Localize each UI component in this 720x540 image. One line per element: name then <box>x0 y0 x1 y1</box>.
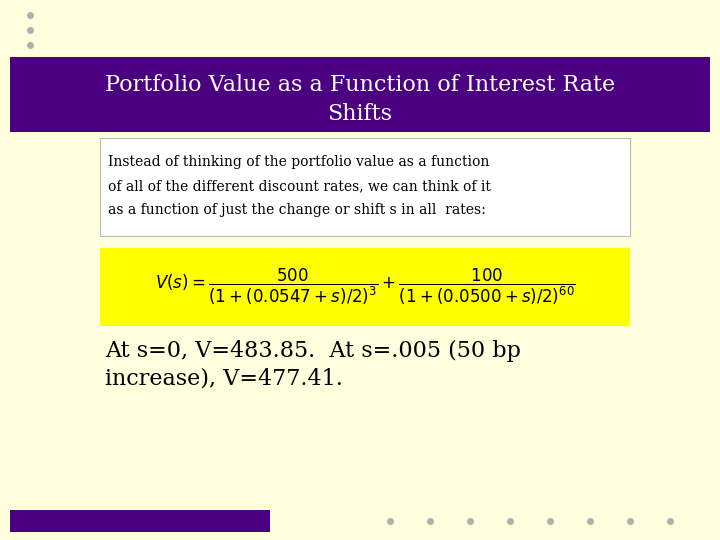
Text: of all of the different discount rates, we can think of it: of all of the different discount rates, … <box>108 179 491 193</box>
Text: Shifts: Shifts <box>328 103 392 125</box>
Text: as a function of just the change or shift s in all  rates:: as a function of just the change or shif… <box>108 203 486 217</box>
Bar <box>10 510 270 532</box>
Bar <box>10 57 710 132</box>
Text: increase), V=477.41.: increase), V=477.41. <box>105 368 343 390</box>
Bar <box>100 248 630 326</box>
Text: At s=0, V=483.85.  At s=.005 (50 bp: At s=0, V=483.85. At s=.005 (50 bp <box>105 340 521 362</box>
Text: $V(s) = \dfrac{500}{(1+(0.0547+s)/2)^{3}} + \dfrac{100}{(1+(0.0500+s)/2)^{60}}$: $V(s) = \dfrac{500}{(1+(0.0547+s)/2)^{3}… <box>155 267 575 307</box>
Bar <box>100 138 630 236</box>
Text: Instead of thinking of the portfolio value as a function: Instead of thinking of the portfolio val… <box>108 155 490 169</box>
Text: Portfolio Value as a Function of Interest Rate: Portfolio Value as a Function of Interes… <box>105 74 615 96</box>
